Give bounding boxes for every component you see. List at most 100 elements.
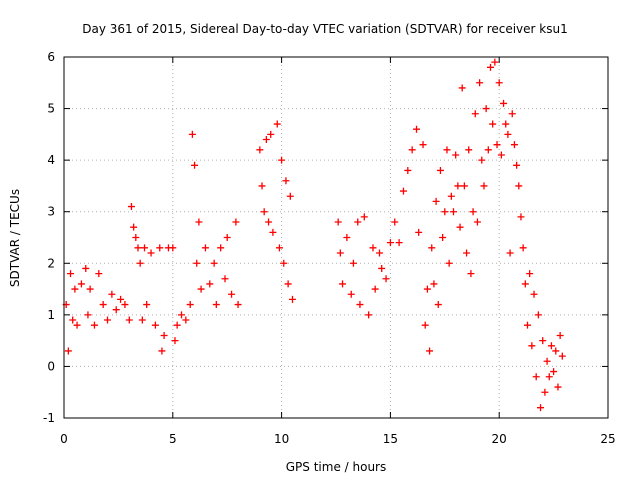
data-point — [521, 280, 529, 288]
data-point — [526, 270, 534, 278]
data-point — [156, 244, 164, 252]
data-point — [382, 275, 390, 283]
data-point — [471, 110, 479, 118]
y-tick-label: 0 — [47, 359, 55, 373]
data-point — [336, 249, 344, 257]
data-point — [426, 347, 434, 355]
data-point — [275, 244, 283, 252]
data-point — [554, 383, 562, 391]
data-point — [186, 301, 194, 309]
data-point — [376, 249, 384, 257]
data-point — [467, 270, 475, 278]
data-point — [280, 259, 288, 267]
data-point — [143, 301, 151, 309]
data-point — [528, 342, 536, 350]
data-point — [288, 295, 296, 303]
data-point — [458, 84, 466, 92]
data-point — [134, 244, 142, 252]
data-point — [476, 79, 484, 87]
data-point — [286, 192, 294, 200]
data-point — [349, 259, 357, 267]
y-axis-label: SDTVAR / TECUs — [8, 189, 22, 287]
y-tick-label: 1 — [47, 308, 55, 322]
chart-title: Day 361 of 2015, Sidereal Day-to-day VTE… — [82, 22, 567, 36]
data-point — [369, 244, 377, 252]
plot-frame — [63, 56, 609, 419]
x-tick-label: 0 — [60, 432, 68, 446]
data-point — [112, 306, 120, 314]
data-point — [260, 208, 268, 216]
data-point — [534, 311, 542, 319]
data-point — [519, 244, 527, 252]
data-point — [478, 156, 486, 164]
data-point — [391, 218, 399, 226]
axis-ticks — [63, 56, 609, 419]
data-point — [141, 244, 149, 252]
data-point — [486, 63, 494, 71]
data-point — [64, 347, 72, 355]
data-point — [547, 342, 555, 350]
y-tick-label: 5 — [47, 102, 55, 116]
data-point — [428, 244, 436, 252]
data-point — [127, 203, 135, 211]
data-point — [450, 208, 458, 216]
data-point — [452, 151, 460, 159]
y-tick-label: 4 — [47, 153, 55, 167]
data-point — [497, 151, 505, 159]
data-point — [206, 280, 214, 288]
y-tick-label: 2 — [47, 256, 55, 270]
data-point — [513, 161, 521, 169]
data-point — [151, 321, 159, 329]
data-point — [558, 352, 566, 360]
data-point — [273, 120, 281, 128]
data-point — [443, 146, 451, 154]
data-point — [86, 285, 94, 293]
data-point — [493, 141, 501, 149]
data-point — [136, 259, 144, 267]
data-point — [473, 218, 481, 226]
data-point — [282, 177, 290, 185]
data-point — [104, 316, 112, 324]
data-point — [447, 192, 455, 200]
data-point — [67, 270, 75, 278]
data-point — [69, 316, 77, 324]
data-point — [169, 244, 177, 252]
data-point — [193, 259, 201, 267]
data-point — [158, 347, 166, 355]
data-point — [265, 218, 273, 226]
data-point — [339, 280, 347, 288]
data-point — [415, 228, 423, 236]
data-point — [232, 218, 240, 226]
data-point — [502, 120, 510, 128]
y-tick-labels: -1 0 1 2 3 4 5 6 — [43, 50, 55, 425]
data-point — [334, 218, 342, 226]
data-point — [77, 280, 85, 288]
data-point — [108, 290, 116, 298]
data-point — [171, 337, 179, 345]
data-point — [441, 208, 449, 216]
data-point — [552, 347, 560, 355]
data-point — [506, 249, 514, 257]
data-point — [545, 373, 553, 381]
data-point — [556, 331, 564, 339]
data-point — [182, 316, 190, 324]
data-point — [436, 166, 444, 174]
y-tick-label: 6 — [47, 50, 55, 64]
data-point — [284, 280, 292, 288]
x-tick-label: 15 — [383, 432, 398, 446]
x-axis-label: GPS time / hours — [286, 460, 387, 474]
data-point — [541, 388, 549, 396]
grid-lines — [64, 57, 608, 418]
data-point — [517, 213, 525, 221]
data-point — [386, 239, 394, 247]
data-point — [210, 259, 218, 267]
data-point — [212, 301, 220, 309]
data-point — [267, 130, 275, 138]
data-point — [454, 182, 462, 190]
data-point — [480, 182, 488, 190]
data-point — [125, 316, 133, 324]
data-point — [439, 234, 447, 241]
data-point — [537, 404, 545, 412]
data-point — [365, 311, 373, 319]
data-point — [489, 120, 497, 128]
